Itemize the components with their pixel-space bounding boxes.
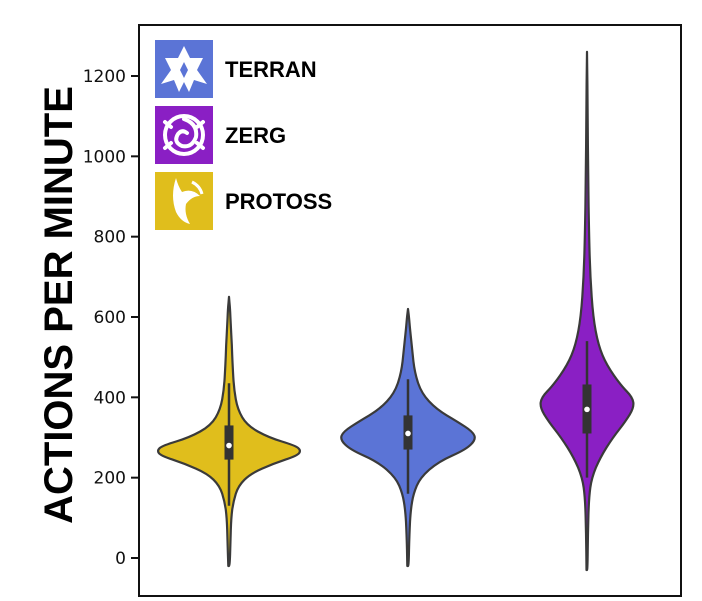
y-tick-label: 200 (94, 469, 126, 489)
median-point (584, 406, 590, 413)
legend: TERRAN ZERG PROTOSS (155, 40, 332, 230)
y-tick-label: 800 (94, 228, 126, 248)
median-point (405, 430, 411, 437)
violin-plot-area (157, 50, 635, 572)
violin-terran (340, 307, 476, 568)
violin-body (539, 50, 635, 572)
terran-emblem-icon (155, 40, 213, 98)
y-tick-label: 0 (115, 549, 126, 569)
legend-label-protoss: PROTOSS (225, 189, 332, 214)
legend-label-zerg: ZERG (225, 123, 286, 148)
legend-item-zerg: ZERG (155, 106, 286, 164)
median-point (226, 442, 232, 449)
legend-item-protoss: PROTOSS (155, 172, 332, 230)
y-tick-label: 1000 (83, 147, 126, 167)
iqr-box (224, 425, 234, 460)
violin-protoss (157, 295, 301, 568)
y-tick-label: 400 (94, 388, 126, 408)
legend-item-terran: TERRAN (155, 40, 317, 98)
y-tick-label: 1200 (83, 67, 126, 87)
plot-frame (138, 24, 682, 597)
y-axis: 0 200 400 600 800 1000 1200 (83, 67, 139, 569)
legend-label-terran: TERRAN (225, 57, 317, 82)
violin-zerg (539, 50, 635, 572)
protoss-emblem-icon (155, 172, 213, 230)
y-tick-label: 600 (94, 308, 126, 328)
zerg-emblem-icon (155, 106, 213, 164)
y-axis-label: ACTIONS PER MINUTE (37, 86, 81, 524)
